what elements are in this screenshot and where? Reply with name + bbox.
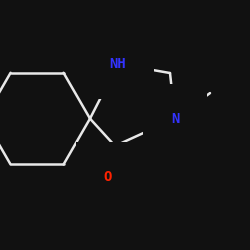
- Text: N: N: [171, 112, 179, 126]
- Text: O: O: [104, 170, 112, 184]
- Text: NH: NH: [110, 57, 126, 71]
